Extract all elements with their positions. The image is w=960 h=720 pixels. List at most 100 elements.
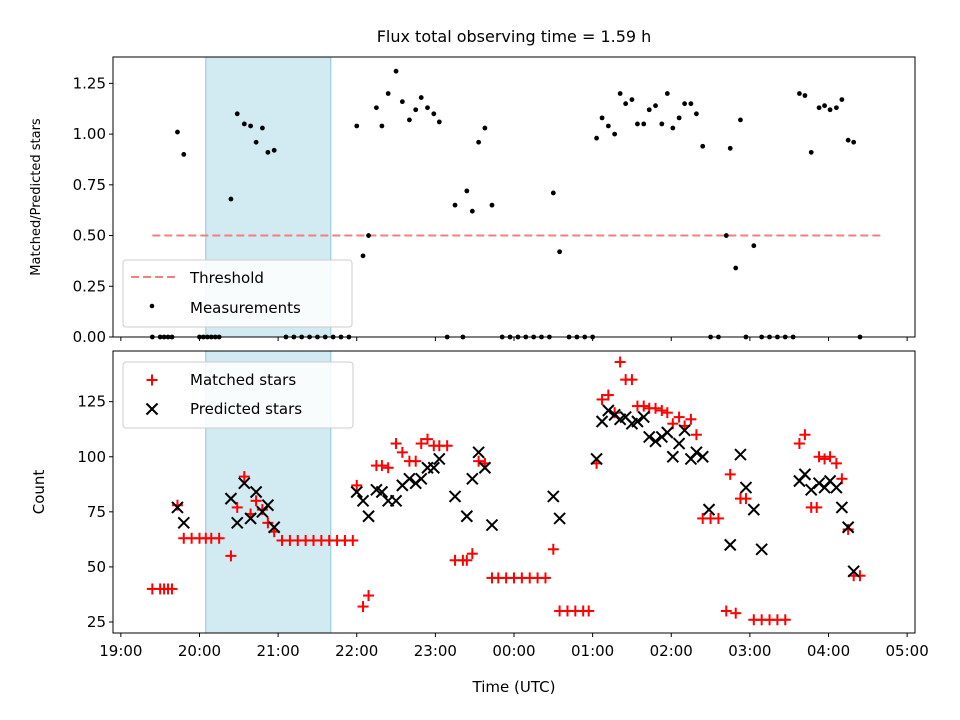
x-tick-label: 23:00 bbox=[414, 642, 457, 660]
x-tick-label: 22:00 bbox=[335, 642, 378, 660]
predicted-star-point bbox=[724, 538, 737, 552]
predicted-star-point bbox=[472, 446, 485, 459]
predicted-star-point bbox=[649, 435, 662, 448]
predicted-star-point bbox=[702, 503, 716, 516]
predicted-star-point bbox=[448, 490, 462, 503]
measurement-point bbox=[550, 190, 556, 196]
x-tick-label: 01:00 bbox=[571, 642, 614, 660]
y-tick-label: 25 bbox=[87, 613, 106, 631]
predicted-star-point bbox=[590, 452, 603, 466]
bottom-x-ticks: 19:00 20:00 21:00 22:00 23:00 00:00 01:00 02:00… bbox=[99, 633, 929, 660]
predicted-star-point bbox=[631, 415, 644, 428]
measurement-point bbox=[482, 125, 488, 131]
predicted-star-point bbox=[547, 490, 560, 503]
predicted-star-point bbox=[830, 481, 843, 494]
measurement-point bbox=[612, 131, 618, 137]
measurement-point bbox=[605, 123, 611, 129]
measurement-point bbox=[822, 103, 827, 109]
measurement-point bbox=[360, 253, 366, 259]
measurement-point bbox=[738, 117, 743, 123]
predicted-star-point bbox=[553, 512, 566, 525]
legend-matched-label: Matched stars bbox=[190, 371, 296, 389]
predicted-star-point bbox=[823, 474, 837, 488]
measurement-point bbox=[379, 123, 385, 129]
predicted-star-point bbox=[619, 410, 632, 424]
measurement-point bbox=[431, 111, 437, 117]
predicted-star-point bbox=[460, 510, 474, 523]
x-tick-label: 05:00 bbox=[886, 642, 929, 660]
x-tick-label: 02:00 bbox=[650, 642, 693, 660]
measurement-point bbox=[175, 129, 180, 135]
measurement-point bbox=[833, 105, 839, 111]
measurement-point bbox=[599, 115, 605, 121]
measurement-point bbox=[399, 99, 405, 105]
measurement-point bbox=[557, 249, 563, 255]
measurement-point bbox=[354, 123, 360, 129]
predicted-star-point bbox=[261, 499, 275, 512]
measurement-point bbox=[700, 143, 706, 149]
chart-title: Flux total observing time = 1.59 h bbox=[377, 27, 652, 46]
predicted-star-point bbox=[171, 501, 184, 514]
legend-matched-swatch bbox=[146, 374, 158, 386]
measurement-point bbox=[688, 101, 694, 107]
predicted-star-point bbox=[798, 468, 812, 481]
legend-predicted-swatch bbox=[145, 402, 159, 416]
measurement-point bbox=[845, 137, 851, 143]
predicted-star-point bbox=[478, 461, 492, 474]
predicted-star-point bbox=[734, 448, 747, 461]
predicted-star-point bbox=[362, 510, 375, 523]
measurement-point bbox=[469, 208, 475, 214]
predicted-star-point bbox=[643, 430, 656, 444]
measurement-point bbox=[797, 91, 802, 96]
y-tick-label: 0.00 bbox=[73, 328, 106, 346]
measurement-point bbox=[241, 121, 247, 127]
measurement-point bbox=[653, 103, 658, 109]
predicted-star-point bbox=[661, 426, 674, 439]
predicted-star-point bbox=[370, 483, 383, 497]
measurement-point bbox=[646, 107, 652, 113]
measurement-point bbox=[682, 101, 688, 107]
predicted-star-point bbox=[224, 492, 238, 505]
predicted-star-point bbox=[466, 472, 479, 485]
measurement-point bbox=[452, 202, 458, 208]
x-tick-label: 20:00 bbox=[178, 642, 221, 660]
measurement-point bbox=[489, 202, 495, 208]
x-tick-label: 19:00 bbox=[99, 642, 142, 660]
measurement-point bbox=[393, 68, 399, 74]
measurement-point bbox=[635, 121, 640, 127]
predicted-star-point bbox=[595, 415, 609, 428]
measurement-point bbox=[623, 101, 629, 107]
measurement-point bbox=[808, 149, 814, 155]
top-legend: Threshold Measurements bbox=[122, 259, 353, 328]
measurement-point bbox=[851, 139, 857, 145]
predicted-star-point bbox=[238, 476, 251, 490]
predicted-star-point bbox=[847, 565, 860, 578]
measurement-point bbox=[827, 107, 833, 113]
measurement-point bbox=[476, 139, 482, 145]
predicted-star-point bbox=[835, 501, 849, 514]
predicted-star-point bbox=[231, 516, 244, 530]
measurement-point bbox=[436, 119, 442, 125]
predicted-star-point bbox=[267, 521, 281, 534]
measurement-point bbox=[413, 107, 419, 113]
predicted-star-point bbox=[602, 404, 615, 417]
measurement-point bbox=[816, 105, 822, 111]
top-x-ticks bbox=[120, 337, 908, 341]
x-tick-label: 03:00 bbox=[728, 642, 771, 660]
bottom-legend-box bbox=[122, 361, 354, 429]
measurement-point bbox=[617, 91, 623, 96]
count-panel: 25 50 75 100 125 19:00 20:00 21:00 22:00 23:00 00… bbox=[30, 350, 929, 696]
x-axis-label: Time (UTC) bbox=[472, 678, 556, 696]
measurement-point bbox=[727, 145, 733, 151]
predicted-star-point bbox=[177, 516, 190, 530]
measurement-point bbox=[723, 233, 729, 238]
measurement-point bbox=[385, 91, 391, 96]
measurement-point bbox=[664, 91, 670, 96]
measurement-point bbox=[629, 97, 635, 103]
measurement-point bbox=[425, 105, 430, 111]
bottom-y-ticks: 25 50 75 100 125 bbox=[77, 393, 113, 631]
y-tick-label: 0.50 bbox=[73, 227, 106, 245]
measurement-point bbox=[676, 115, 682, 121]
measurement-point bbox=[839, 97, 845, 103]
